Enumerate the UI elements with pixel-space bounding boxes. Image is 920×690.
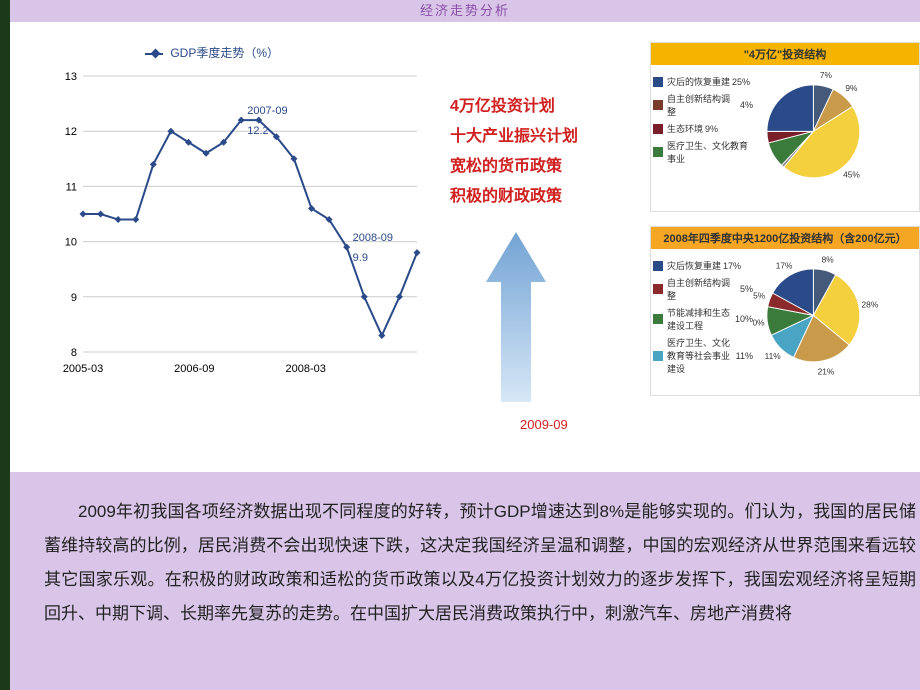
legend-row: 生态环境 9%: [653, 122, 753, 135]
svg-text:2007-09: 2007-09: [247, 105, 287, 117]
legend-swatch-icon: [653, 100, 663, 110]
slide-title: 经济走势分析: [10, 0, 920, 22]
pie2-legend: 灾后恢复重建 17% 自主创新结构调整 5% 节能减排和生态建设工程 10% 医…: [653, 255, 753, 385]
legend-row: 自主创新结构调整 4%: [653, 92, 753, 118]
legend-row: 灾后恢复重建 17%: [653, 259, 753, 272]
svg-text:2008-03: 2008-03: [285, 363, 325, 375]
svg-text:21%: 21%: [818, 366, 835, 376]
legend-swatch-icon: [653, 284, 663, 294]
chart-legend: GDP季度走势（%）: [145, 44, 279, 61]
svg-text:2008-09: 2008-09: [353, 232, 393, 244]
policy-callout: 4万亿投资计划 十大产业振兴计划 宽松的货币政策 积极的财政政策: [450, 92, 630, 212]
svg-text:12.2: 12.2: [247, 125, 268, 137]
svg-text:9: 9: [71, 292, 77, 304]
svg-text:8%: 8%: [822, 255, 835, 264]
legend-text: 医疗卫生、文化教育等社会事业建设: [667, 336, 734, 375]
svg-text:10: 10: [65, 237, 77, 249]
callout-line: 4万亿投资计划: [450, 92, 630, 122]
content-area: GDP季度走势（%） 8 9 10 11 12 13 2005-03 2006-09 2008-…: [10, 22, 920, 472]
pie-chart-1: "4万亿"投资结构 灾后的恢复重建 25% 自主创新结构调整 4% 生态环境 9…: [650, 42, 920, 212]
legend-row: 医疗卫生、文化教育事业: [653, 139, 753, 165]
legend-swatch-icon: [653, 77, 663, 87]
legend-row: 自主创新结构调整 5%: [653, 276, 753, 302]
legend-text: 灾后恢复重建: [667, 259, 721, 272]
svg-text:11: 11: [66, 181, 77, 193]
callout-line: 十大产业振兴计划: [450, 122, 630, 152]
pie2-svg: 8% 28% 21% 11% 10% 5% 17%: [753, 255, 883, 385]
legend-text: 灾后的恢复重建: [667, 75, 730, 88]
legend-pct: 5%: [740, 284, 753, 294]
pie1-legend: 灾后的恢复重建 25% 自主创新结构调整 4% 生态环境 9% 医疗卫生、文化教…: [653, 71, 753, 201]
svg-text:45%: 45%: [843, 169, 860, 179]
pie1-svg: 7% 9% 45%: [753, 71, 883, 201]
svg-text:2006-09: 2006-09: [174, 363, 214, 375]
svg-text:28%: 28%: [862, 299, 879, 309]
x-axis-end-label: 2009-09: [520, 417, 568, 432]
legend-pct: 17%: [723, 261, 741, 271]
svg-text:5%: 5%: [753, 291, 766, 301]
legend-text: 自主创新结构调整: [667, 276, 738, 302]
svg-text:8: 8: [71, 347, 77, 359]
legend-pct: 10%: [735, 314, 753, 324]
gdp-line-chart: GDP季度走势（%） 8 9 10 11 12 13 2005-03 2006-09 2008-…: [15, 32, 445, 422]
legend-swatch-icon: [653, 351, 663, 361]
legend-row: 医疗卫生、文化教育等社会事业建设 11%: [653, 336, 753, 375]
svg-text:10%: 10%: [753, 317, 765, 327]
legend-pct: 9%: [705, 124, 718, 134]
legend-row: 灾后的恢复重建 25%: [653, 75, 753, 88]
svg-text:9%: 9%: [845, 83, 858, 93]
svg-text:9.9: 9.9: [353, 252, 368, 264]
legend-text: 医疗卫生、文化教育事业: [667, 139, 753, 165]
legend-swatch-icon: [653, 314, 663, 324]
svg-text:2005-03: 2005-03: [63, 363, 103, 375]
legend-pct: 4%: [740, 100, 753, 110]
svg-text:7%: 7%: [820, 71, 833, 80]
callout-line: 宽松的货币政策: [450, 152, 630, 182]
svg-text:11%: 11%: [765, 351, 782, 361]
legend-pct: 25%: [732, 77, 750, 87]
analysis-paragraph: 2009年初我国各项经济数据出现不同程度的好转，预计GDP增速达到8%是能够实现…: [20, 485, 920, 631]
legend-text: 生态环境: [667, 122, 703, 135]
up-arrow-icon: [485, 232, 547, 402]
legend-marker-icon: [145, 53, 163, 55]
legend-row: 节能减排和生态建设工程 10%: [653, 306, 753, 332]
right-column: "4万亿"投资结构 灾后的恢复重建 25% 自主创新结构调整 4% 生态环境 9…: [650, 42, 920, 462]
pie2-title: 2008年四季度中央1200亿投资结构（含200亿元）: [651, 227, 919, 249]
svg-text:13: 13: [65, 71, 77, 83]
callout-line: 积极的财政政策: [450, 182, 630, 212]
pie1-title: "4万亿"投资结构: [651, 43, 919, 65]
legend-text: 节能减排和生态建设工程: [667, 306, 733, 332]
legend-pct: 11%: [736, 351, 753, 361]
svg-text:12: 12: [65, 126, 77, 138]
pie-chart-2: 2008年四季度中央1200亿投资结构（含200亿元） 灾后恢复重建 17% 自…: [650, 226, 920, 396]
legend-swatch-icon: [653, 147, 663, 157]
slide: 经济走势分析 GDP季度走势（%） 8 9 10 11 12 13 2005-03 2006-…: [10, 0, 920, 690]
legend-text: 自主创新结构调整: [667, 92, 738, 118]
legend-label: GDP季度走势（%）: [170, 46, 279, 60]
legend-swatch-icon: [653, 261, 663, 271]
chart-plot: 8 9 10 11 12 13 2005-03 2006-09 2008-03 2007-09 12…: [53, 70, 423, 380]
legend-swatch-icon: [653, 124, 663, 134]
svg-text:17%: 17%: [776, 261, 793, 271]
